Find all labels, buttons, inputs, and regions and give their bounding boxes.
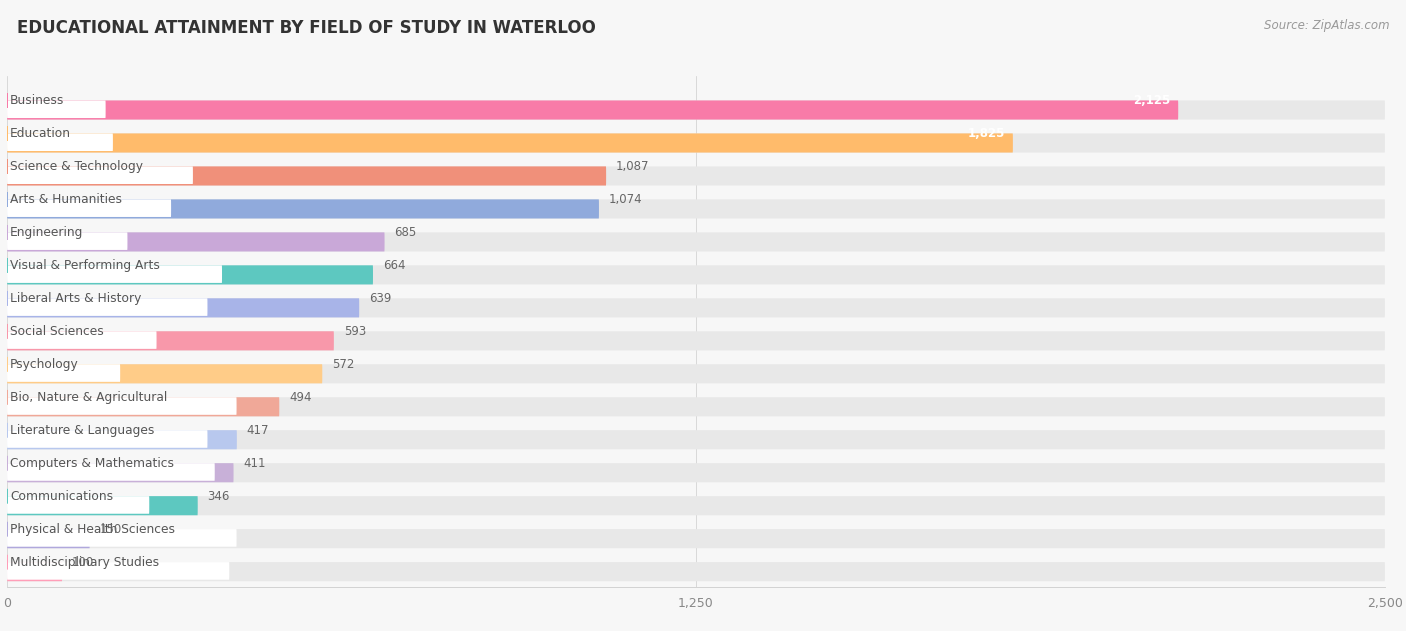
FancyBboxPatch shape (7, 298, 359, 317)
Text: Education: Education (10, 127, 70, 140)
FancyBboxPatch shape (7, 364, 1385, 384)
Text: 150: 150 (100, 522, 122, 536)
Text: Science & Technology: Science & Technology (10, 160, 143, 173)
Text: Bio, Nature & Agricultural: Bio, Nature & Agricultural (10, 391, 167, 404)
Text: Communications: Communications (10, 490, 112, 503)
FancyBboxPatch shape (7, 167, 193, 184)
FancyBboxPatch shape (7, 364, 120, 382)
FancyBboxPatch shape (7, 199, 599, 218)
FancyBboxPatch shape (7, 562, 62, 581)
Text: Literature & Languages: Literature & Languages (10, 423, 155, 437)
FancyBboxPatch shape (7, 167, 1385, 186)
FancyBboxPatch shape (7, 265, 373, 285)
Text: 664: 664 (382, 259, 405, 272)
FancyBboxPatch shape (7, 496, 149, 514)
Text: 1,825: 1,825 (967, 127, 1005, 140)
Text: Business: Business (10, 94, 65, 107)
FancyBboxPatch shape (7, 529, 236, 546)
FancyBboxPatch shape (7, 298, 1385, 317)
FancyBboxPatch shape (7, 430, 236, 449)
FancyBboxPatch shape (7, 133, 1012, 153)
FancyBboxPatch shape (7, 232, 1385, 252)
FancyBboxPatch shape (7, 133, 112, 151)
FancyBboxPatch shape (7, 364, 322, 384)
Text: 411: 411 (243, 457, 266, 469)
FancyBboxPatch shape (7, 398, 280, 416)
Text: 2,125: 2,125 (1133, 94, 1170, 107)
Text: Physical & Health Sciences: Physical & Health Sciences (10, 522, 174, 536)
FancyBboxPatch shape (7, 100, 1178, 120)
Text: Liberal Arts & History: Liberal Arts & History (10, 292, 142, 305)
FancyBboxPatch shape (7, 398, 1385, 416)
FancyBboxPatch shape (7, 529, 1385, 548)
Text: Psychology: Psychology (10, 358, 79, 371)
FancyBboxPatch shape (7, 463, 233, 482)
Text: 593: 593 (344, 325, 366, 338)
FancyBboxPatch shape (7, 496, 198, 516)
FancyBboxPatch shape (7, 265, 222, 283)
Text: Multidisciplinary Studies: Multidisciplinary Studies (10, 556, 159, 569)
FancyBboxPatch shape (7, 430, 208, 448)
FancyBboxPatch shape (7, 529, 90, 548)
Text: 417: 417 (247, 423, 270, 437)
FancyBboxPatch shape (7, 100, 1385, 120)
FancyBboxPatch shape (7, 199, 1385, 218)
FancyBboxPatch shape (7, 430, 1385, 449)
FancyBboxPatch shape (7, 298, 208, 316)
FancyBboxPatch shape (7, 331, 1385, 350)
FancyBboxPatch shape (7, 167, 606, 186)
FancyBboxPatch shape (7, 562, 229, 580)
Text: Visual & Performing Arts: Visual & Performing Arts (10, 259, 160, 272)
Text: 1,087: 1,087 (616, 160, 650, 173)
Text: 685: 685 (395, 226, 416, 239)
Text: 494: 494 (290, 391, 312, 404)
FancyBboxPatch shape (7, 232, 128, 250)
FancyBboxPatch shape (7, 331, 156, 349)
FancyBboxPatch shape (7, 100, 105, 118)
Text: Social Sciences: Social Sciences (10, 325, 104, 338)
FancyBboxPatch shape (7, 463, 215, 481)
Text: 1,074: 1,074 (609, 193, 643, 206)
Text: Source: ZipAtlas.com: Source: ZipAtlas.com (1264, 19, 1389, 32)
FancyBboxPatch shape (7, 463, 1385, 482)
Text: 572: 572 (332, 358, 354, 371)
Text: 639: 639 (370, 292, 391, 305)
FancyBboxPatch shape (7, 331, 333, 350)
Text: EDUCATIONAL ATTAINMENT BY FIELD OF STUDY IN WATERLOO: EDUCATIONAL ATTAINMENT BY FIELD OF STUDY… (17, 19, 596, 37)
FancyBboxPatch shape (7, 562, 1385, 581)
FancyBboxPatch shape (7, 398, 236, 415)
Text: Arts & Humanities: Arts & Humanities (10, 193, 122, 206)
FancyBboxPatch shape (7, 133, 1385, 153)
Text: Engineering: Engineering (10, 226, 83, 239)
FancyBboxPatch shape (7, 199, 172, 217)
FancyBboxPatch shape (7, 496, 1385, 516)
Text: 346: 346 (208, 490, 231, 503)
Text: 100: 100 (72, 556, 94, 569)
Text: Computers & Mathematics: Computers & Mathematics (10, 457, 174, 469)
FancyBboxPatch shape (7, 265, 1385, 285)
FancyBboxPatch shape (7, 232, 385, 252)
